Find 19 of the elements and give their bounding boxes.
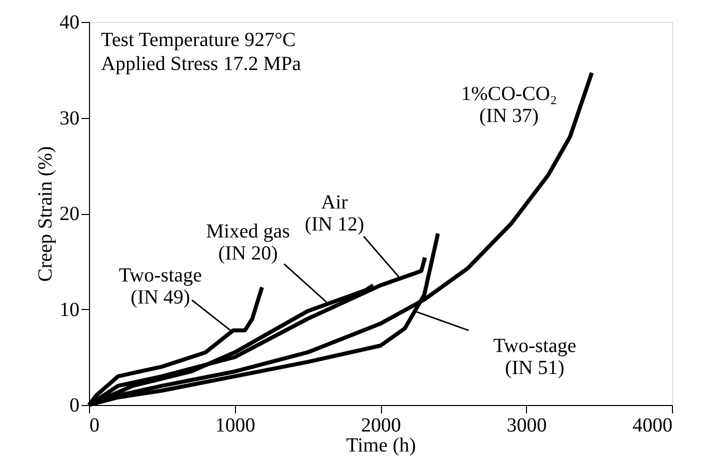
annotation: Two-stage (IN 49) — [118, 264, 202, 308]
annotation: Air (IN 12) — [304, 192, 364, 236]
x-tick-label: 0 — [90, 414, 100, 436]
annotation: Two-stage (IN 51) — [493, 335, 576, 380]
y-tick-label: 20 — [60, 203, 80, 225]
x-axis-title: Time (h) — [346, 434, 416, 456]
y-tick-label: 10 — [60, 298, 80, 321]
annotation: Test Temperature 927°C — [101, 29, 296, 51]
x-tick-label: 3000 — [506, 414, 547, 436]
y-tick-label: 40 — [60, 12, 80, 34]
x-tick-label: 1000 — [215, 414, 256, 436]
x-tick-label: 2000 — [361, 414, 401, 436]
y-tick-label: 30 — [60, 107, 80, 130]
annotation: Applied Stress 17.2 MPa — [101, 53, 302, 75]
annotation: Mixed gas (IN 20) — [206, 220, 290, 265]
y-tick-label: 0 — [70, 394, 80, 416]
x-tick-label: 4000 — [632, 414, 672, 436]
annotation: 1%CO-CO₂ (IN 37) — [461, 83, 557, 127]
y-axis-title: Creep Strain (%) — [34, 146, 56, 282]
